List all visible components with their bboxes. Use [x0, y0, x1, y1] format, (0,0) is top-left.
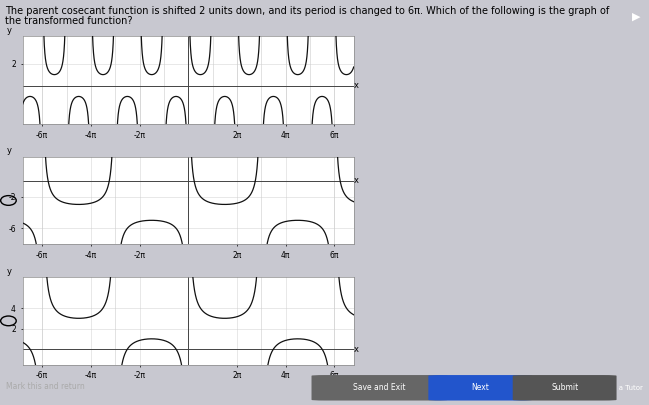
Text: Chat with a Tutor: Chat with a Tutor: [583, 385, 643, 391]
Text: Save and Exit: Save and Exit: [354, 383, 406, 392]
FancyBboxPatch shape: [428, 375, 532, 401]
Text: ▶: ▶: [631, 11, 640, 21]
FancyBboxPatch shape: [513, 375, 617, 401]
Text: The parent cosecant function is shifted 2 units down, and its period is changed : The parent cosecant function is shifted …: [5, 6, 609, 16]
Text: x: x: [354, 81, 359, 90]
Text: x: x: [354, 345, 359, 354]
Text: the transformed function?: the transformed function?: [5, 16, 132, 26]
Y-axis label: y: y: [7, 266, 12, 275]
Y-axis label: y: y: [7, 146, 12, 155]
Y-axis label: y: y: [7, 26, 12, 35]
Text: x: x: [354, 176, 359, 185]
FancyBboxPatch shape: [312, 375, 448, 401]
Text: Next: Next: [471, 383, 489, 392]
Text: Submit: Submit: [551, 383, 578, 392]
Text: Mark this and return: Mark this and return: [6, 382, 85, 390]
